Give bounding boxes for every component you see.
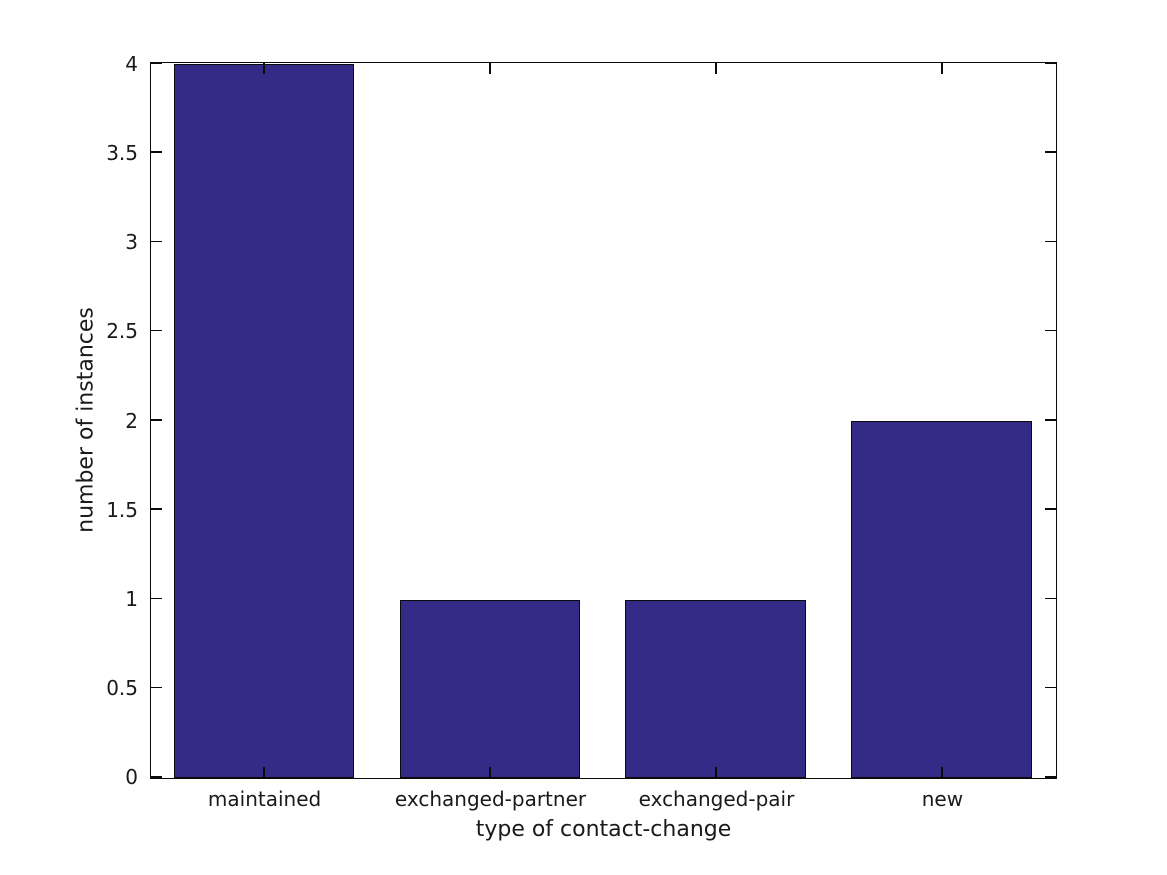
plot-area [150, 62, 1057, 779]
y-tick-mark [1045, 240, 1056, 243]
y-tick-label: 3.5 [106, 140, 138, 165]
y-tick-mark [151, 240, 162, 243]
y-tick-mark [151, 597, 162, 600]
y-tick-mark [151, 329, 162, 332]
x-tick-mark [715, 767, 717, 778]
y-tick-mark [1045, 776, 1056, 778]
y-tick-mark [151, 508, 162, 510]
y-tick-label: 2 [125, 408, 138, 433]
x-axis-label: type of contact-change [475, 817, 732, 842]
y-tick-mark [151, 151, 162, 154]
y-tick-mark [1045, 508, 1056, 510]
x-tick-label: new [921, 787, 964, 811]
bar-exchanged-partner [399, 599, 581, 778]
y-tick-mark [1045, 62, 1056, 64]
y-tick-label: 3 [125, 230, 138, 255]
x-tick-mark [263, 63, 265, 74]
y-tick-label: 1 [125, 586, 138, 611]
x-tick-mark [941, 767, 943, 778]
y-tick-mark [1045, 329, 1056, 332]
bar-maintained [173, 64, 355, 778]
y-tick-label: 0 [125, 765, 138, 790]
bar-exchanged-pair [625, 599, 807, 778]
y-tick-mark [1045, 597, 1056, 600]
y-tick-label: 2.5 [106, 319, 138, 344]
x-tick-mark [715, 63, 717, 74]
y-tick-mark [1045, 151, 1056, 154]
y-tick-mark [151, 62, 162, 64]
y-tick-label: 4 [125, 51, 138, 76]
y-tick-mark [151, 686, 162, 689]
x-tick-mark [489, 63, 491, 74]
x-tick-label: exchanged-pair [638, 787, 795, 811]
x-tick-mark [263, 767, 265, 778]
x-tick-label: exchanged-partner [394, 787, 587, 811]
y-tick-mark [1045, 419, 1056, 421]
x-tick-mark [489, 767, 491, 778]
x-tick-label: maintained [207, 787, 322, 811]
bar-new [851, 421, 1033, 778]
x-tick-mark [941, 63, 943, 74]
y-tick-mark [151, 419, 162, 421]
y-tick-label: 1.5 [106, 497, 138, 522]
y-tick-label: 0.5 [106, 676, 138, 701]
y-tick-mark [1045, 686, 1056, 689]
y-tick-mark [151, 776, 162, 778]
